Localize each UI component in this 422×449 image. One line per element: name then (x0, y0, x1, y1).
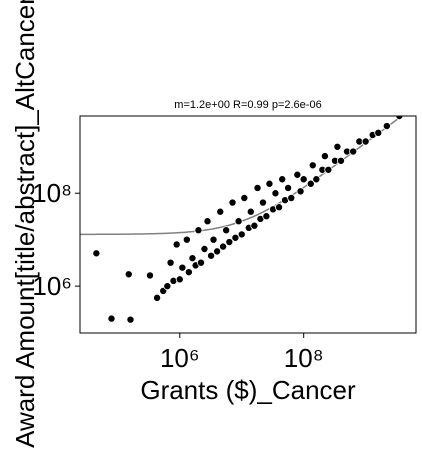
point (213, 247, 222, 256)
point (382, 122, 391, 131)
point (222, 226, 231, 235)
point (200, 245, 209, 254)
y-tick-label: 10⁸ (32, 178, 72, 208)
point (278, 175, 287, 184)
point (237, 230, 246, 239)
point (374, 128, 383, 137)
point (219, 242, 228, 251)
point (265, 179, 274, 188)
x-tick-label: 10⁸ (284, 343, 324, 373)
point (225, 238, 234, 247)
point (287, 193, 296, 202)
point (166, 258, 175, 267)
point (271, 189, 280, 198)
point (145, 271, 154, 280)
point (172, 240, 181, 249)
point (240, 193, 249, 202)
x-axis-label: Grants ($)_Cancer (140, 375, 356, 405)
point (184, 268, 193, 277)
point (336, 156, 345, 165)
y-tick-label: 10⁶ (32, 271, 72, 301)
point (92, 249, 101, 258)
point (312, 175, 321, 184)
point (333, 142, 342, 151)
point (246, 207, 255, 216)
point (163, 282, 172, 291)
point (126, 315, 135, 324)
point (308, 161, 317, 170)
point (262, 212, 271, 221)
point (182, 235, 191, 244)
point (253, 183, 262, 192)
point (293, 170, 302, 179)
point (194, 226, 203, 235)
point (216, 207, 225, 216)
chart-title: m=1.2e+00 R=0.99 p=2.6e-06 (174, 99, 321, 111)
point (324, 165, 333, 174)
point (197, 258, 206, 267)
point (175, 275, 184, 284)
point (296, 187, 305, 196)
point (320, 152, 329, 161)
point (207, 251, 216, 260)
y-axis-label: Award Amount[title/abstract]_AltCancer (10, 0, 40, 448)
trend-line (80, 116, 403, 236)
point (284, 183, 293, 192)
point (361, 137, 370, 146)
plot-frame (79, 115, 417, 334)
point (275, 203, 284, 212)
point (349, 147, 358, 156)
point (306, 179, 315, 188)
point (258, 198, 267, 207)
point (124, 270, 133, 279)
point (178, 263, 187, 272)
point (203, 217, 212, 226)
point (153, 293, 162, 302)
point (228, 198, 237, 207)
point (188, 254, 197, 263)
point (299, 175, 308, 184)
point (107, 314, 116, 323)
point (209, 235, 218, 244)
point (231, 233, 240, 242)
point (234, 217, 243, 226)
x-tick-label: 10⁶ (160, 343, 200, 373)
point (250, 221, 259, 230)
